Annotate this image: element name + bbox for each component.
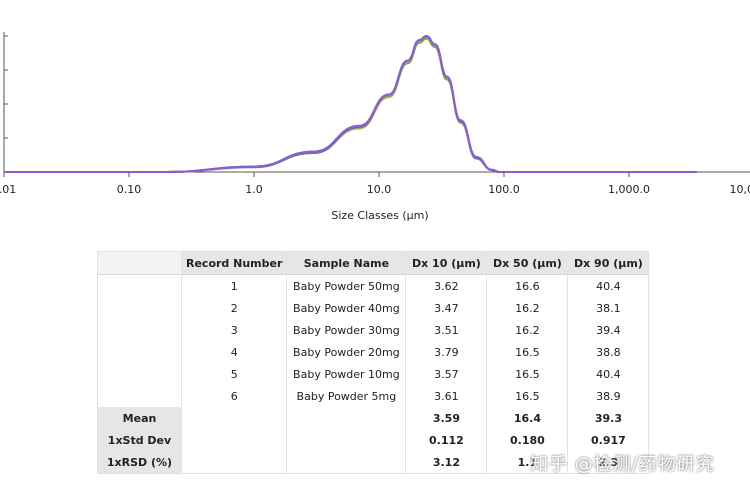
table-cell: 38.8 — [567, 341, 650, 363]
table-cell — [181, 429, 288, 451]
table-cell: Baby Powder 5mg — [286, 385, 407, 407]
table-cell: 16.5 — [486, 385, 569, 407]
table-row: 5 Baby Powder 10mg 3.57 16.5 40.4 — [97, 363, 650, 385]
series-line-6 — [3, 34, 697, 174]
stats-row: 1xRSD (%) 3.12 1.1 2.3 — [97, 451, 650, 474]
series-line-5 — [3, 34, 697, 174]
table-cell: 3.51 — [405, 319, 488, 341]
stat-value: 3.12 — [405, 451, 488, 474]
series-line-3 — [3, 36, 697, 174]
table-cell: 2 — [181, 297, 288, 319]
table-cell: 4 — [181, 341, 288, 363]
table-cell: 16.2 — [486, 297, 569, 319]
table-cell: 6 — [181, 385, 288, 407]
stat-value: 0.112 — [405, 429, 488, 451]
table-cell: 1 — [181, 274, 288, 297]
header-cell: Record Number — [181, 251, 288, 275]
table-cell: 3.61 — [405, 385, 488, 407]
table-cell — [181, 407, 288, 429]
series-line-2 — [3, 36, 697, 174]
table-cell — [97, 341, 182, 363]
table-cell: 3 — [181, 319, 288, 341]
stats-row: Mean 3.59 16.4 39.3 — [97, 407, 650, 429]
table-cell — [97, 297, 182, 319]
stats-row: 1xStd Dev 0.112 0.180 0.917 — [97, 429, 650, 451]
x-tick-label: 100.0 — [488, 183, 520, 196]
table-cell — [286, 429, 407, 451]
table-cell: 16.5 — [486, 341, 569, 363]
table-cell — [181, 451, 288, 474]
chart-series — [3, 34, 697, 174]
stat-label: 1xRSD (%) — [97, 451, 182, 474]
table-row: 2 Baby Powder 40mg 3.47 16.2 38.1 — [97, 297, 650, 319]
psd-chart: 0.01 0.10 1.0 10.0 100.0 1,000.0 10,000.0 — [0, 32, 750, 196]
x-tick-label: 0.10 — [117, 183, 142, 196]
stat-value: 3.59 — [405, 407, 488, 429]
x-tick-label: 0.01 — [0, 183, 16, 196]
table-row: 4 Baby Powder 20mg 3.79 16.5 38.8 — [97, 341, 650, 363]
table-cell — [286, 451, 407, 474]
series-line-4 — [3, 34, 697, 174]
table-cell — [97, 363, 182, 385]
table-cell: 5 — [181, 363, 288, 385]
header-cell — [97, 251, 182, 275]
header-cell: Dx 10 (μm) — [405, 251, 488, 275]
table-header-row: Record Number Sample Name Dx 10 (μm) Dx … — [97, 251, 650, 275]
watermark-text: 知乎 @检测/药物研究 — [530, 454, 715, 475]
stat-value: 0.917 — [567, 429, 650, 451]
header-cell: Dx 50 (μm) — [486, 251, 569, 275]
table-cell: 38.9 — [567, 385, 650, 407]
x-tick-label: 1.0 — [245, 183, 263, 196]
table-cell — [286, 407, 407, 429]
chart-axes — [3, 32, 750, 173]
table-cell: 3.79 — [405, 341, 488, 363]
table-row: 3 Baby Powder 30mg 3.51 16.2 39.4 — [97, 319, 650, 341]
table-cell: 40.4 — [567, 363, 650, 385]
table-cell: 39.4 — [567, 319, 650, 341]
table-cell: Baby Powder 50mg — [286, 274, 407, 297]
table-cell — [97, 385, 182, 407]
table-cell: 3.57 — [405, 363, 488, 385]
x-axis-ticks: 0.01 0.10 1.0 10.0 100.0 1,000.0 10,000.0 — [0, 172, 750, 196]
table-cell — [97, 274, 182, 297]
table-cell: Baby Powder 20mg — [286, 341, 407, 363]
table-cell: Baby Powder 10mg — [286, 363, 407, 385]
stat-label: 1xStd Dev — [97, 429, 182, 451]
table-cell: 38.1 — [567, 297, 650, 319]
x-tick-label: 10.0 — [367, 183, 392, 196]
stat-value: 2.3 — [567, 451, 650, 474]
stat-label: Mean — [97, 407, 182, 429]
header-cell: Sample Name — [286, 251, 407, 275]
table-cell: 3.62 — [405, 274, 488, 297]
table-row: 6 Baby Powder 5mg 3.61 16.5 38.9 — [97, 385, 650, 407]
stat-value: 16.4 — [486, 407, 569, 429]
results-table: Record Number Sample Name Dx 10 (μm) Dx … — [97, 251, 650, 474]
table-cell: Baby Powder 30mg — [286, 319, 407, 341]
table-cell: 3.47 — [405, 297, 488, 319]
x-axis-label: Size Classes (μm) — [331, 209, 429, 222]
table-row: 1 Baby Powder 50mg 3.62 16.6 40.4 — [97, 274, 650, 297]
stat-value: 39.3 — [567, 407, 650, 429]
table-cell: 40.4 — [567, 274, 650, 297]
x-tick-label: 10,000.0 — [730, 183, 750, 196]
table-cell: 16.6 — [486, 274, 569, 297]
table-cell: 16.2 — [486, 319, 569, 341]
table-cell: Baby Powder 40mg — [286, 297, 407, 319]
table-cell: 16.5 — [486, 363, 569, 385]
header-cell: Dx 90 (μm) — [567, 251, 650, 275]
table-cell — [97, 319, 182, 341]
stat-value: 0.180 — [486, 429, 569, 451]
stat-value: 1.1 — [486, 451, 569, 474]
x-tick-label: 1,000.0 — [608, 183, 650, 196]
series-line-1 — [3, 37, 697, 174]
